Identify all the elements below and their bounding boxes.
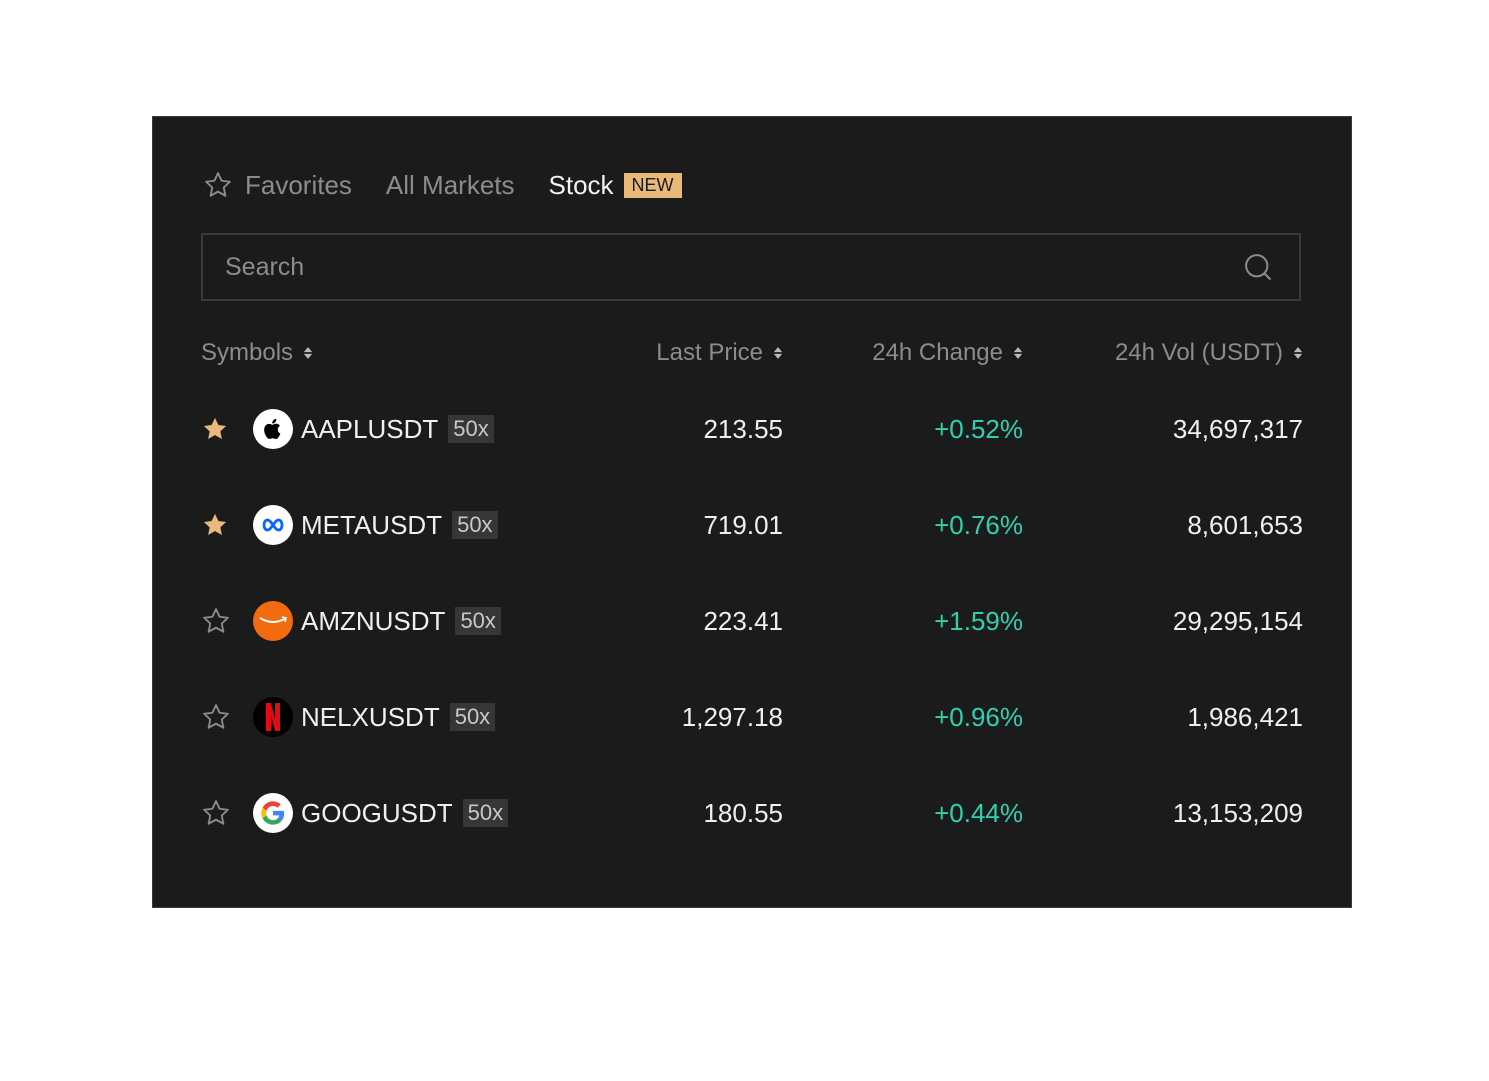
tab-label: All Markets xyxy=(385,169,515,200)
symbol-name: AAPLUSDT xyxy=(301,413,439,444)
symbol-cell: NELXUSDT 50x xyxy=(301,687,496,747)
tab-stock[interactable]: Stock NEW xyxy=(549,170,682,201)
leverage-badge: 50x xyxy=(455,607,501,635)
symbol-cell: METAUSDT 50x xyxy=(301,495,498,555)
markets-panel: Favorites All Markets Stock NEW Symbols … xyxy=(152,116,1352,908)
last-price: 1,297.18 xyxy=(681,701,783,732)
tab-all-markets[interactable]: All Markets xyxy=(386,170,515,201)
volume-24h: 1,986,421 xyxy=(1187,701,1303,732)
table-row[interactable]: GOOGUSDT 50x 180.55 +0.44% 13,153,209 xyxy=(201,783,1303,843)
symbol-name: NELXUSDT xyxy=(301,701,440,732)
search-box xyxy=(201,233,1301,301)
sort-24h-change[interactable]: 24h Change xyxy=(872,339,1023,367)
star-filled-icon[interactable] xyxy=(201,495,235,555)
leverage-badge: 50x xyxy=(462,799,509,827)
tab-label: Favorites xyxy=(245,169,352,200)
meta-logo-icon xyxy=(253,505,293,545)
tab-favorites[interactable]: Favorites xyxy=(203,170,352,201)
change-24h: +0.52% xyxy=(934,413,1023,444)
tab-label: Stock xyxy=(548,169,614,200)
table-row[interactable]: NELXUSDT 50x 1,297.18 +0.96% 1,986,421 xyxy=(201,687,1303,747)
new-badge: NEW xyxy=(623,172,682,198)
last-price: 213.55 xyxy=(703,413,783,444)
change-24h: +1.59% xyxy=(934,605,1023,636)
volume-24h: 29,295,154 xyxy=(1172,605,1303,636)
volume-24h: 13,153,209 xyxy=(1172,797,1303,828)
star-outline-icon[interactable] xyxy=(201,591,235,651)
star-outline-icon[interactable] xyxy=(201,783,235,843)
amazon-logo-icon xyxy=(253,601,293,641)
volume-24h: 8,601,653 xyxy=(1187,509,1303,540)
sort-icon xyxy=(1293,347,1303,359)
column-label: 24h Change xyxy=(872,339,1003,366)
google-logo-icon xyxy=(253,793,293,833)
leverage-badge: 50x xyxy=(448,415,494,443)
sort-icon xyxy=(1013,347,1023,359)
symbol-cell: AAPLUSDT 50x xyxy=(301,399,494,459)
netflix-logo-icon xyxy=(253,697,293,737)
market-tabs: Favorites All Markets Stock NEW xyxy=(203,165,716,205)
change-24h: +0.96% xyxy=(934,701,1023,732)
sort-symbols[interactable]: Symbols xyxy=(201,339,313,367)
sort-last-price[interactable]: Last Price xyxy=(656,339,783,367)
last-price: 223.41 xyxy=(703,605,783,636)
change-24h: +0.44% xyxy=(934,797,1023,828)
change-24h: +0.76% xyxy=(934,509,1023,540)
symbol-cell: GOOGUSDT 50x xyxy=(301,783,509,843)
table-row[interactable]: AMZNUSDT 50x 223.41 +1.59% 29,295,154 xyxy=(201,591,1303,651)
leverage-badge: 50x xyxy=(449,703,496,731)
search-icon[interactable] xyxy=(1243,252,1273,282)
table-row[interactable]: METAUSDT 50x 719.01 +0.76% 8,601,653 xyxy=(201,495,1303,555)
table-row[interactable]: AAPLUSDT 50x 213.55 +0.52% 34,697,317 xyxy=(201,399,1303,459)
star-outline-icon[interactable] xyxy=(201,687,235,747)
sort-icon xyxy=(303,347,313,359)
sort-icon xyxy=(773,347,783,359)
column-label: Symbols xyxy=(201,339,294,366)
symbol-name: GOOGUSDT xyxy=(301,797,453,828)
apple-logo-icon xyxy=(253,409,293,449)
symbol-cell: AMZNUSDT 50x xyxy=(301,591,501,651)
leverage-badge: 50x xyxy=(452,511,498,539)
table-header: Symbols Last Price 24h Change 24h Vol (U… xyxy=(201,339,1303,371)
symbol-name: METAUSDT xyxy=(301,509,443,540)
last-price: 719.01 xyxy=(703,509,783,540)
search-input[interactable] xyxy=(203,251,1243,283)
last-price: 180.55 xyxy=(703,797,783,828)
star-filled-icon[interactable] xyxy=(201,399,235,459)
column-label: 24h Vol (USDT) xyxy=(1114,339,1283,366)
sort-24h-volume[interactable]: 24h Vol (USDT) xyxy=(1115,339,1303,367)
star-outline-icon xyxy=(205,172,231,197)
column-label: Last Price xyxy=(656,339,763,366)
symbol-name: AMZNUSDT xyxy=(301,605,446,636)
volume-24h: 34,697,317 xyxy=(1172,413,1303,444)
